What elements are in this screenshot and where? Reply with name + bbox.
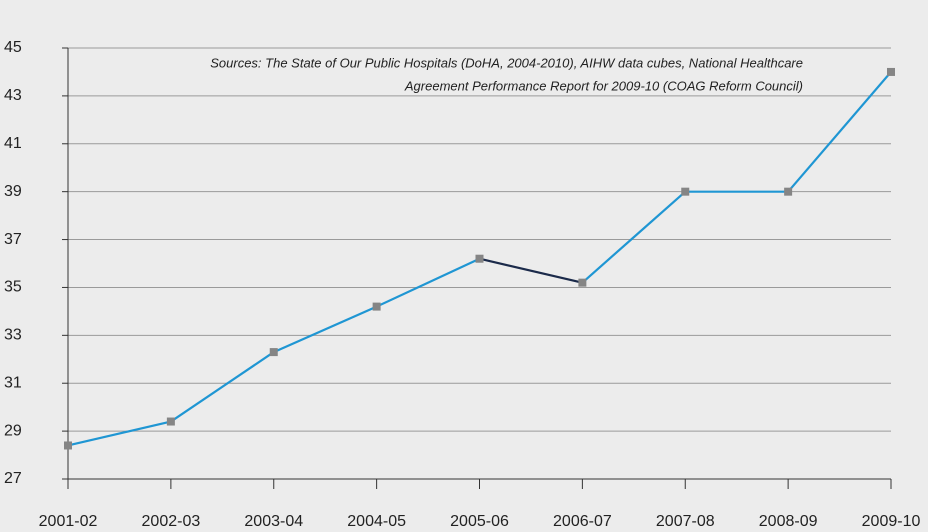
line-segment [170, 351, 275, 423]
y-tick-label: 33 [4, 327, 22, 344]
y-tick-label: 41 [4, 135, 22, 152]
annotation: Agreement Performance Report for 2009-10… [404, 78, 803, 93]
y-tick-label: 37 [4, 231, 22, 248]
y-tick-label: 31 [4, 374, 22, 391]
marker [681, 187, 690, 196]
annotation: Sources: The State of Our Public Hospita… [210, 55, 803, 70]
marker [784, 187, 793, 196]
line-segment [787, 71, 892, 193]
y-tick-label: 35 [4, 279, 22, 296]
line-segment [273, 305, 378, 354]
marker [887, 67, 895, 76]
y-tick-label: 45 [4, 39, 22, 56]
x-tick-label: 2008-09 [759, 513, 818, 530]
marker [578, 278, 587, 287]
y-tick-label: 43 [4, 87, 22, 104]
y-tick-label: 29 [4, 422, 22, 439]
marker [64, 441, 72, 450]
x-tick-label: 2004-05 [347, 513, 406, 530]
x-tick-label: 2007-08 [656, 513, 715, 530]
line-segment [479, 257, 583, 284]
marker [475, 254, 484, 263]
x-tick-label: 2006-07 [553, 513, 612, 530]
marker [166, 417, 175, 426]
marker [269, 348, 278, 357]
y-tick-label: 39 [4, 183, 22, 200]
y-tick-label: 27 [4, 470, 22, 487]
x-tick-label: 2001-02 [39, 513, 98, 530]
line-segment [581, 190, 686, 284]
x-tick-label: 2003-04 [244, 513, 303, 530]
x-tick-label: 2002-03 [142, 513, 201, 530]
x-tick-label: 2005-06 [450, 513, 509, 530]
line-segment [67, 420, 172, 447]
line-segment [376, 257, 480, 308]
x-tick-label: 2009-10 [862, 513, 921, 530]
marker [372, 302, 381, 311]
